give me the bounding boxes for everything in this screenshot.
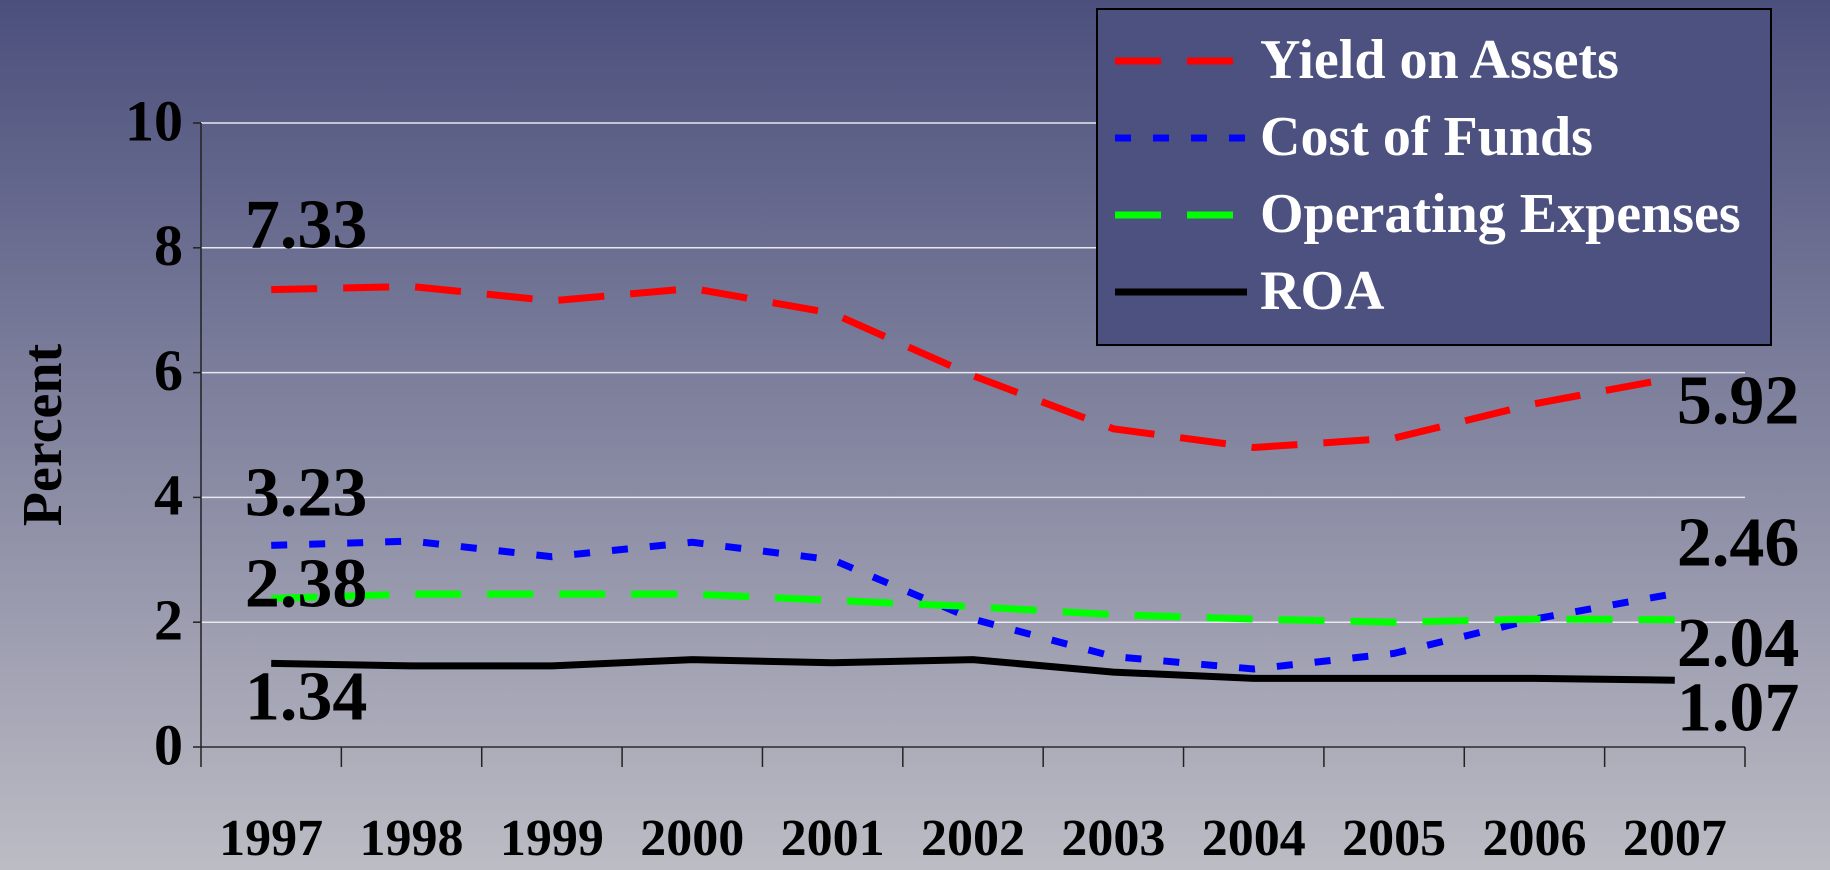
x-tick-label: 2003: [1061, 810, 1165, 867]
series-line: [271, 537, 1676, 673]
y-tick-label: 8: [154, 213, 183, 278]
x-tick-label: 1999: [500, 810, 604, 867]
y-tick-label: 0: [154, 712, 183, 777]
data-label: 1.07: [1677, 669, 1800, 746]
legend-label: Operating Expenses: [1260, 183, 1741, 245]
x-tick-label: 2001: [781, 810, 885, 867]
legend-label: Cost of Funds: [1260, 106, 1593, 168]
legend-label: ROA: [1260, 260, 1385, 322]
x-tick-label: 2002: [921, 810, 1025, 867]
x-tick-label: 2000: [640, 810, 744, 867]
y-tick-label: 4: [154, 463, 183, 528]
x-tick-label: 2005: [1342, 810, 1446, 867]
y-tick-label: 6: [154, 338, 183, 403]
series-line: [271, 590, 1675, 626]
y-axis-title: Percent: [12, 343, 74, 526]
data-label: 7.33: [245, 187, 368, 264]
x-tick-label: 2007: [1623, 810, 1727, 867]
data-label: 2.38: [245, 546, 368, 623]
x-tick-label: 1998: [360, 810, 464, 867]
y-tick-label: 2: [154, 588, 183, 653]
x-tick-label: 2006: [1482, 810, 1586, 867]
x-tick-label: 1997: [219, 810, 323, 867]
y-tick-label: 10: [125, 88, 183, 153]
x-tick-label: 2004: [1202, 810, 1306, 867]
data-label: 1.34: [245, 658, 368, 735]
data-label: 2.04: [1677, 605, 1800, 682]
legend-label: Yield on Assets: [1260, 29, 1619, 91]
series-line: [271, 282, 1676, 452]
data-label: 3.23: [245, 455, 368, 532]
data-label: 5.92: [1677, 363, 1800, 440]
data-label: 2.46: [1677, 505, 1800, 582]
series-line: [271, 656, 1675, 684]
